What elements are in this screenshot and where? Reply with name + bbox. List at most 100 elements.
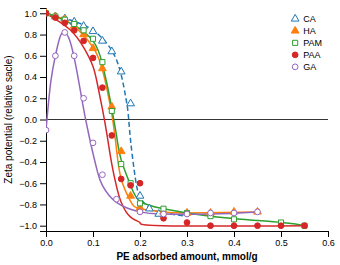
data-point	[100, 85, 106, 91]
legend-item: PAA	[292, 50, 320, 60]
y-tick: 0.4	[24, 72, 46, 82]
x-tick: 0.1	[87, 231, 100, 248]
data-point	[90, 140, 96, 146]
y-tick-mark	[40, 56, 46, 57]
data-point	[89, 44, 97, 51]
data-point	[302, 223, 308, 229]
x-tick: 0.3	[181, 231, 194, 248]
x-tick-label: 0.3	[181, 238, 194, 248]
data-point	[81, 28, 86, 33]
y-tick-mark	[40, 35, 46, 36]
y-axis-title: Zeta potential (relative sacle)	[3, 55, 14, 183]
y-tick-mark	[40, 162, 46, 163]
data-point	[119, 162, 124, 167]
data-point	[90, 55, 96, 61]
y-axis-line	[40, 9, 47, 232]
y-tick-label: 1.0	[24, 9, 37, 19]
y-tick-label: −0.6	[19, 179, 37, 189]
y-tick-label: 0.8	[24, 30, 37, 40]
x-tick-label: 0.0	[40, 238, 53, 248]
x-tick: 0.4	[228, 231, 241, 248]
data-point	[128, 182, 134, 188]
x-tick: 0.5	[275, 231, 288, 248]
data-point	[231, 210, 237, 216]
y-tick: 0.6	[24, 51, 46, 61]
data-point	[184, 220, 190, 226]
y-tick-mark	[40, 13, 46, 14]
legend-symbol	[291, 26, 299, 33]
chart: 0.0 0.1 0.2 0.3 0.4 0.5 0.6 −1.0 −0.8 −0.6 −0.4 −0.…	[0, 0, 340, 265]
y-tick-mark	[40, 226, 46, 227]
data-point	[108, 47, 116, 54]
data-point	[99, 36, 107, 43]
series-curve	[46, 13, 305, 225]
data-point	[90, 36, 95, 41]
data-point	[53, 15, 59, 21]
y-tick-label: −0.2	[19, 136, 37, 146]
legend-label: GA	[303, 62, 316, 72]
data-point	[136, 191, 144, 198]
y-tick-label: 0.0	[24, 115, 37, 125]
data-point	[109, 133, 115, 139]
legend-item: GA	[292, 62, 316, 72]
y-tick-label: −1.0	[19, 221, 37, 231]
data-point	[255, 223, 261, 229]
data-point	[184, 211, 190, 217]
data-point	[231, 223, 237, 229]
y-tick: −0.8	[19, 200, 46, 210]
data-point	[208, 210, 214, 216]
x-tick: 0.2	[134, 231, 147, 248]
y-tick-mark	[40, 183, 46, 184]
legend-symbol	[292, 52, 298, 58]
zero-line	[46, 119, 328, 120]
x-tick: 0.0	[40, 231, 53, 248]
data-point	[146, 204, 154, 211]
legend-label: CA	[303, 14, 316, 24]
data-point	[81, 95, 87, 101]
plot: 0.0 0.1 0.2 0.3 0.4 0.5 0.6 −1.0 −0.8 −0.6 −0.4 −0.…	[3, 9, 335, 263]
y-axis: −1.0 −0.8 −0.6 −0.4 −0.2 0.0 0.2 0.4 0.6 0.8 1.0	[19, 9, 46, 232]
data-point	[231, 217, 236, 222]
marks	[46, 9, 328, 229]
legend-item: HA	[291, 26, 315, 36]
y-tick: 1.0	[24, 9, 46, 19]
data-point	[72, 21, 77, 26]
data-point	[137, 201, 142, 206]
x-tick-mark	[234, 231, 235, 237]
data-point	[208, 223, 214, 229]
y-tick-mark	[40, 98, 46, 99]
legend-item: CA	[291, 14, 315, 24]
data-point	[46, 10, 49, 16]
data-point	[89, 27, 97, 34]
data-point	[137, 209, 143, 215]
x-axis-line	[47, 232, 329, 238]
data-point	[117, 67, 125, 74]
x-tick-label: 0.6	[322, 238, 335, 248]
data-point	[46, 9, 50, 16]
x-axis: 0.0 0.1 0.2 0.3 0.4 0.5 0.6	[40, 231, 335, 248]
x-tick-mark	[187, 231, 188, 237]
data-point	[127, 191, 135, 198]
data-point	[117, 147, 125, 154]
legend-symbol	[292, 64, 298, 70]
data-point	[161, 211, 167, 217]
x-tick-mark	[140, 231, 141, 237]
y-tick: −0.6	[19, 179, 46, 189]
series-curve	[46, 13, 305, 226]
data-point	[53, 53, 59, 59]
data-point	[302, 223, 307, 228]
data-point	[255, 209, 261, 215]
y-tick: −1.0	[19, 221, 46, 231]
y-tick-mark	[40, 141, 46, 142]
data-point	[46, 9, 50, 16]
data-point	[46, 127, 49, 133]
data-point	[254, 207, 262, 214]
data-point	[114, 196, 120, 202]
legend-symbol	[293, 40, 298, 45]
data-point	[127, 99, 135, 106]
y-tick-mark	[40, 204, 46, 205]
series-curve	[46, 32, 258, 214]
y-tick: 0.2	[24, 94, 46, 104]
x-tick-mark	[281, 231, 282, 237]
y-tick-label: −0.4	[19, 157, 37, 167]
